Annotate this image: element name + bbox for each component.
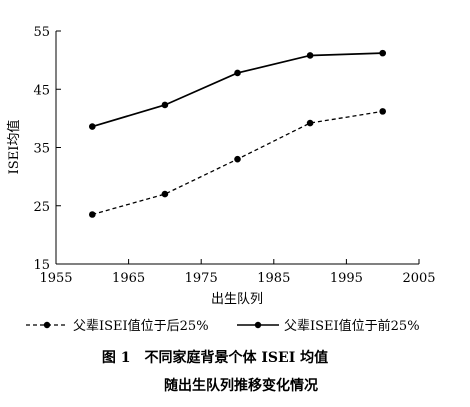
ticks-group: 1955 1965 1975 1985 1995 2005 15 25 35 45 55 xyxy=(33,25,435,286)
y-tick-label: 25 xyxy=(33,200,50,215)
y-tick-label: 45 xyxy=(33,83,50,98)
series-1-point xyxy=(161,190,169,198)
y-tick-label: 15 xyxy=(33,258,50,273)
y-axis-title: ISEI均值 xyxy=(6,120,22,175)
x-tick-label: 1975 xyxy=(185,271,218,286)
series-2-point xyxy=(161,101,169,109)
x-tick-label: 1995 xyxy=(330,271,363,286)
legend-marker-dot xyxy=(254,321,262,329)
series-1-point xyxy=(306,119,314,127)
axes-group xyxy=(55,31,419,265)
series-1-point xyxy=(234,155,241,163)
x-axis-title: 出生队列 xyxy=(211,292,263,307)
series-2-point xyxy=(306,52,314,59)
figure-caption-line-1: 图 1 不同家庭背景个体 ISEI 均值 xyxy=(102,349,328,366)
x-tick-label: 1965 xyxy=(112,271,145,286)
y-tick-label: 35 xyxy=(33,142,50,157)
series-2-point xyxy=(234,69,241,77)
x-tick-label: 2005 xyxy=(402,271,435,286)
legend-label-series-1: 父辈ISEI值位于后25% xyxy=(73,318,209,334)
legend-label-series-2: 父辈ISEI值位于前25% xyxy=(284,318,420,334)
series-line-1 xyxy=(92,110,383,216)
series-1-point xyxy=(89,211,96,218)
y-tick-label: 55 xyxy=(33,25,50,40)
legend-item-series-2: 父辈ISEI值位于前25% xyxy=(237,318,420,334)
series-1-point xyxy=(379,108,387,115)
x-tick-label: 1955 xyxy=(39,271,72,286)
x-tick-label: 1985 xyxy=(257,271,290,286)
series-group xyxy=(89,49,387,218)
series-line-2 xyxy=(92,52,383,128)
series-2-point xyxy=(89,123,96,130)
legend-marker-dot xyxy=(43,321,51,329)
legend: 父辈ISEI值位于后25% 父辈ISEI值位于前25% xyxy=(26,318,420,334)
legend-item-series-1: 父辈ISEI值位于后25% xyxy=(26,318,209,334)
series-2-point xyxy=(379,49,387,57)
figure-caption-line-2: 随出生队列推移变化情况 xyxy=(164,377,318,394)
